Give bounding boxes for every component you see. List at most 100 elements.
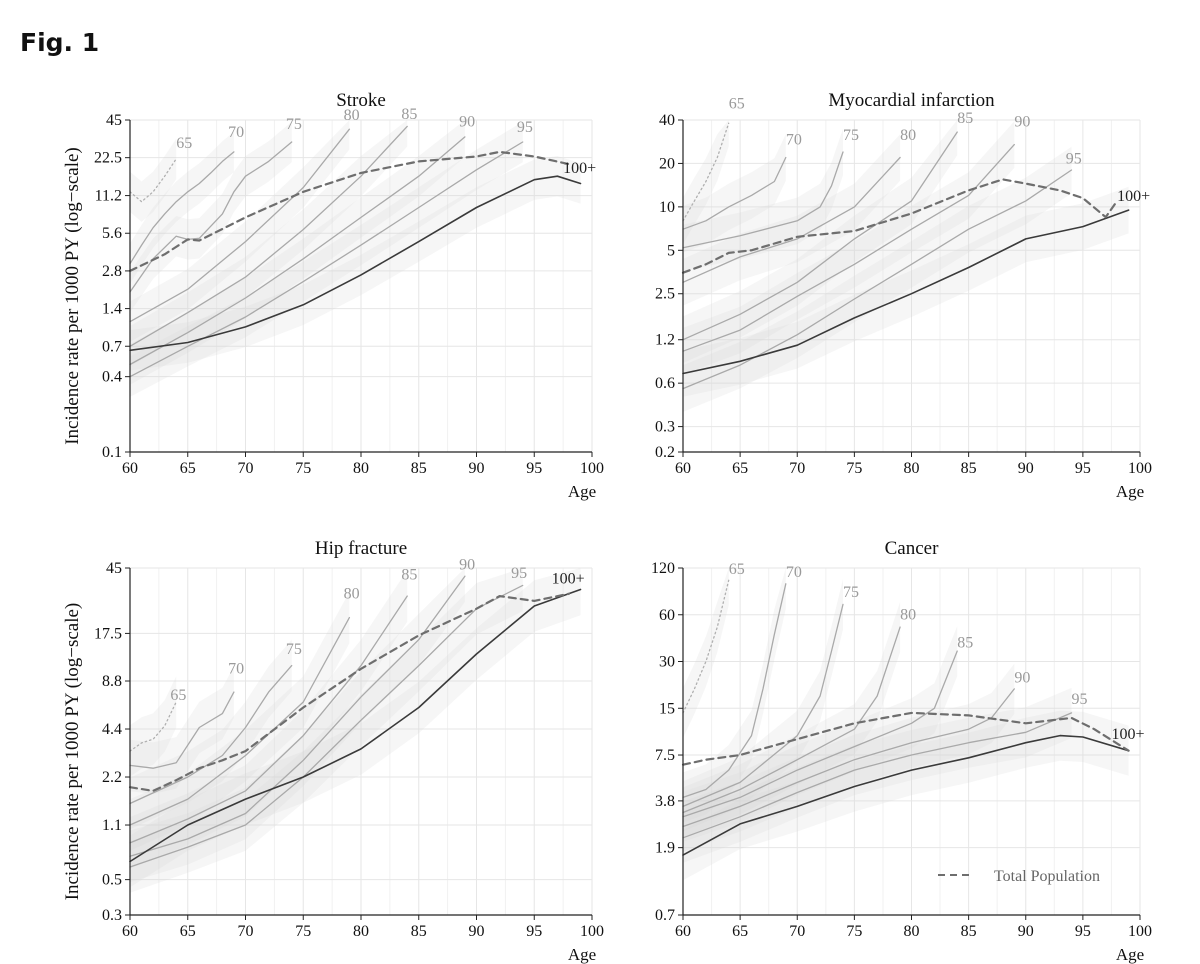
y-tick-label: 8.8 [102,673,122,690]
band-100+ [683,186,1129,397]
curve-label-70: 70 [228,124,244,141]
y-tick-label: 20 [659,155,675,172]
y-tick-label: 0.6 [655,375,675,392]
y-tick-label: 45 [106,560,122,577]
y-axis-label: Incidence rate per 1000 PY (log−scale) [62,147,83,445]
series-line-85 [129,595,408,844]
series-line-total-population [681,711,1130,766]
chart-panel-2: 65 70 75 80 85 90 95 100+ 0.2 0.3 0.6 1.2 2.5 5 10 20 40… [655,90,1152,501]
y-tick-label: 60 [659,607,675,624]
x-tick-label: 100 [580,923,604,940]
band-95 [683,146,1072,412]
series-line-85 [682,131,958,341]
y-tick-label: 2.5 [655,286,675,303]
x-tick-label: 70 [238,923,254,940]
figure-label: Fig. 1 [20,28,100,57]
series-line-70 [129,151,235,265]
band-80 [130,120,350,342]
curve-label-80: 80 [900,127,916,144]
series-line-65 [129,158,177,203]
band-95 [683,687,1072,863]
y-tick-label: 1.9 [655,840,675,857]
band-90 [683,121,1015,375]
x-tick-label: 80 [904,460,920,477]
y-tick-label: 7.5 [655,747,675,764]
series-line-90 [682,143,1015,352]
series-line-total-population [128,592,571,793]
series-line-100+ [682,734,1130,856]
series-line-90 [129,575,466,857]
x-axis-label: Age [568,482,596,501]
band-75 [130,121,292,313]
curve-label-95: 95 [1066,150,1082,167]
series-line-100+ [129,175,582,352]
band-80 [683,134,901,306]
x-tick-label: 75 [295,923,311,940]
y-tick-label: 2.8 [102,263,122,280]
series-line-80 [682,156,901,283]
band-90 [683,663,1015,852]
y-tick-label: 0.3 [102,907,122,924]
y-tick-label: 0.5 [102,872,122,889]
curve-label-65: 65 [170,687,186,704]
band-90 [130,568,465,883]
y-tick-label: 11.2 [95,188,122,205]
curve-label-90: 90 [459,113,475,130]
curve-label-65: 65 [729,561,745,578]
y-tick-label: 22.5 [94,150,122,167]
y-tick-label: 5.6 [102,225,122,242]
curve-label-70: 70 [786,564,802,581]
band-65 [683,568,729,738]
series-line-80 [682,626,901,814]
series-line-75 [682,603,844,808]
x-tick-label: 95 [526,923,542,940]
band-80 [683,602,901,838]
y-tick-label: 0.7 [102,338,122,355]
series-line-70 [682,156,787,230]
curve-label-90: 90 [459,557,475,574]
y-tick-label: 0.4 [102,369,122,386]
series-line-65 [682,122,730,222]
band-70 [683,134,786,253]
band-95 [130,568,523,893]
curve-label-65: 65 [176,135,192,152]
series-line-65 [682,579,730,714]
band-70 [683,568,786,823]
curve-label-85: 85 [401,567,417,584]
band-70 [130,131,234,284]
x-tick-label: 100 [1128,923,1152,940]
curve-label-70: 70 [786,132,802,149]
y-tick-label: 1.2 [655,332,675,349]
curve-label-80: 80 [900,606,916,623]
band-85 [683,120,958,363]
curve-label-90: 90 [1014,669,1030,686]
curve-label-95: 95 [517,119,533,136]
x-tick-label: 80 [353,460,369,477]
y-tick-label: 1.1 [102,817,122,834]
chart-title: Myocardial infarction [828,90,995,111]
y-tick-label: 1.4 [102,301,122,318]
series-line-total-population [128,150,571,272]
curve-label-75: 75 [843,127,859,144]
y-tick-label: 120 [651,560,675,577]
curve-label-95: 95 [1071,691,1087,708]
confidence-bands [130,120,581,397]
x-tick-label: 65 [732,923,748,940]
y-tick-label: 15 [659,700,675,717]
curve-label-80: 80 [344,585,360,602]
series-line-total-population [681,178,1119,274]
x-tick-label: 75 [295,460,311,477]
y-tick-label: 3.8 [655,793,675,810]
x-tick-label: 70 [789,923,805,940]
x-tick-label: 100 [580,460,604,477]
y-tick-label: 2.2 [102,769,122,786]
y-tick-label: 40 [659,112,675,129]
band-100+ [130,156,581,371]
y-tick-label: 30 [659,654,675,671]
x-tick-label: 95 [1075,923,1091,940]
x-tick-label: 90 [469,923,485,940]
x-tick-label: 80 [353,923,369,940]
chart-panel-4: 65 70 75 80 85 90 95 100+ 0.7 1.9 3.8 7.5 15 30 60 120 6… [651,538,1152,964]
curve-label-85: 85 [401,106,417,123]
